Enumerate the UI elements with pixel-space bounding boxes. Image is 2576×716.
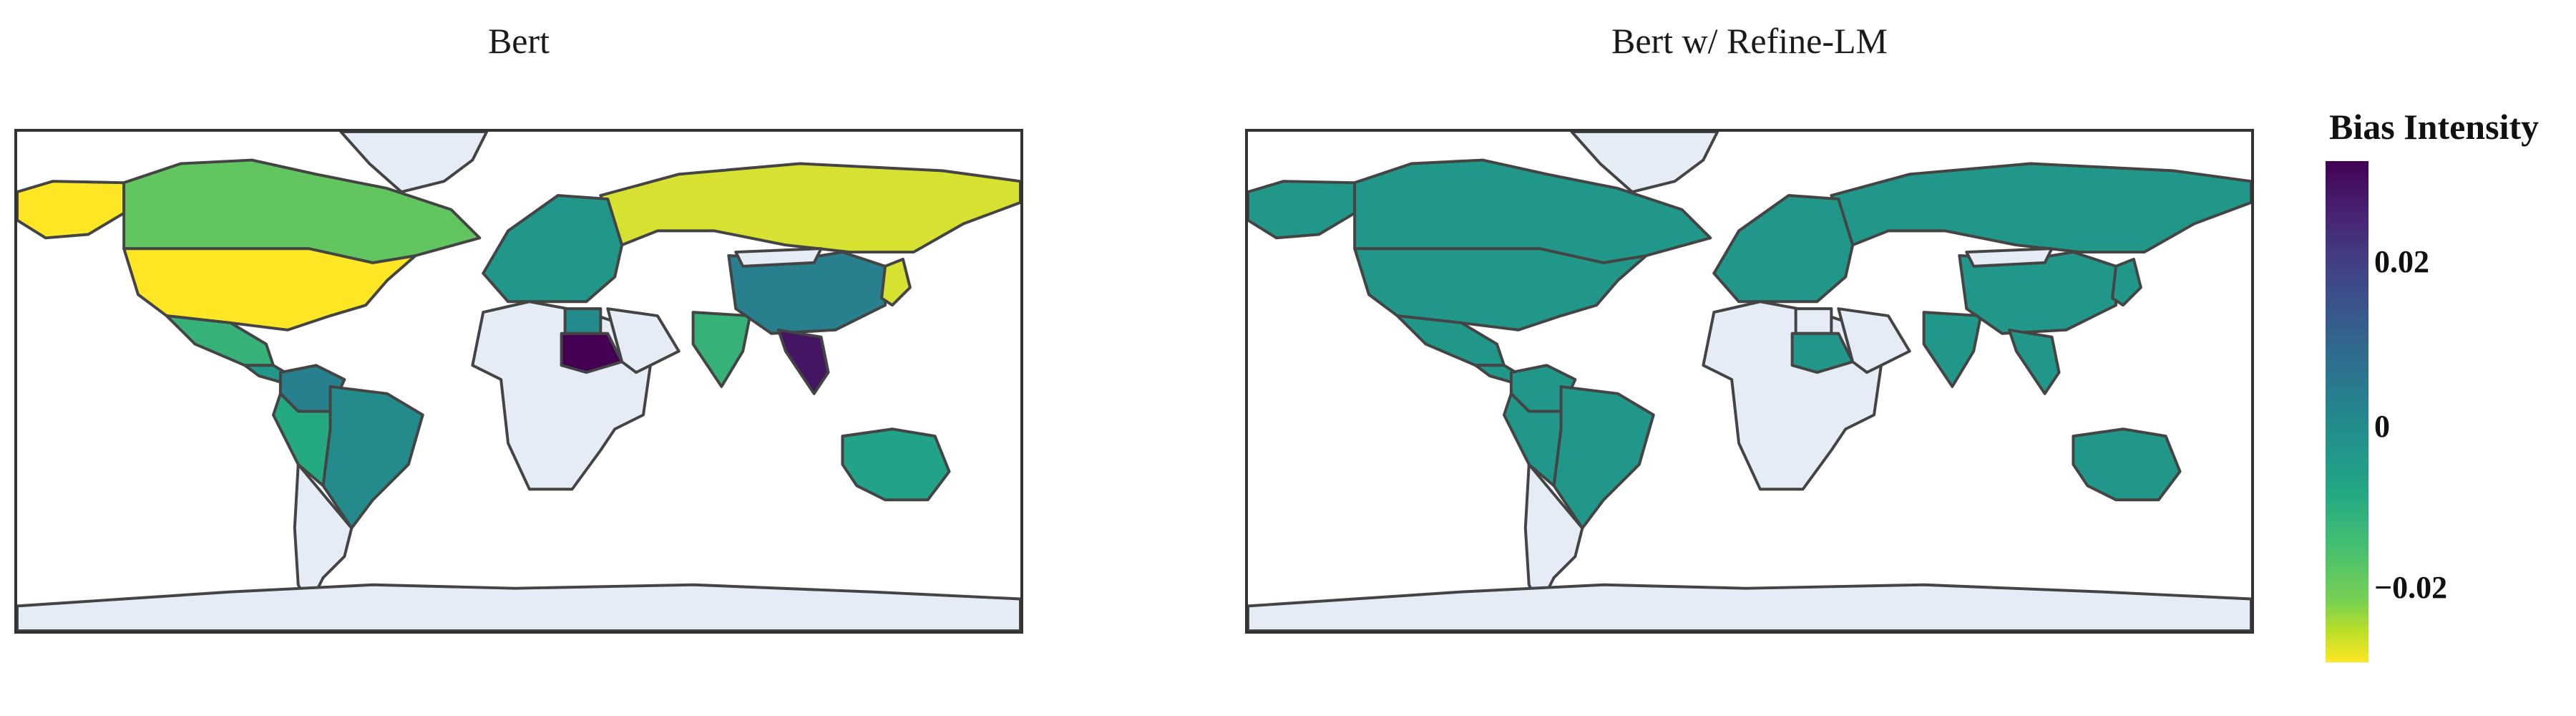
region-arabia[interactable] (1837, 307, 1911, 374)
region-southeast-asia[interactable] (2007, 328, 2061, 395)
region-canada[interactable] (122, 158, 482, 264)
region-japan[interactable] (880, 257, 912, 307)
region-south-america-west[interactable] (1502, 392, 1563, 488)
region-mongolia[interactable] (1965, 247, 2054, 268)
colorbar-tick-low: −0.02 (2374, 570, 2448, 605)
region-antarctica[interactable] (1248, 583, 2251, 631)
right-map[interactable] (1245, 129, 2254, 634)
right-map-svg (1248, 132, 2251, 631)
region-india[interactable] (691, 311, 752, 388)
region-canada[interactable] (1353, 158, 1712, 264)
region-greenland[interactable] (1570, 132, 1719, 194)
region-europe[interactable] (1712, 194, 1855, 304)
region-southeast-asia[interactable] (776, 328, 830, 395)
region-australia[interactable] (841, 427, 951, 502)
region-alaska[interactable] (17, 180, 126, 240)
region-brazil[interactable] (321, 384, 424, 530)
colorbar-tick-high: 0.02 (2374, 244, 2429, 279)
region-india[interactable] (1922, 311, 1983, 388)
region-brazil[interactable] (1552, 384, 1655, 530)
colorbar (2326, 161, 2368, 662)
left-map-svg (17, 132, 1020, 631)
region-antarctica[interactable] (17, 583, 1020, 631)
left-map[interactable] (14, 129, 1023, 634)
left-map-title: Bert (487, 21, 550, 61)
region-greenland[interactable] (339, 132, 489, 194)
region-egypt[interactable] (563, 307, 602, 335)
region-mongolia[interactable] (734, 247, 823, 268)
region-arabia[interactable] (606, 307, 680, 374)
region-egypt[interactable] (1794, 307, 1833, 335)
region-alaska[interactable] (1248, 180, 1357, 240)
region-russia[interactable] (1830, 162, 2251, 254)
region-europe[interactable] (482, 194, 624, 304)
region-australia[interactable] (2072, 427, 2182, 502)
colorbar-title: Bias Intensity (2329, 107, 2540, 147)
region-sudan[interactable] (1790, 332, 1855, 374)
colorbar-tick-zero: 0 (2374, 409, 2390, 444)
region-sudan[interactable] (560, 332, 624, 374)
region-south-america-west[interactable] (271, 392, 332, 488)
region-japan[interactable] (2111, 257, 2142, 307)
region-russia[interactable] (599, 162, 1020, 254)
right-map-title: Bert w/ Refine-LM (1611, 21, 1888, 61)
